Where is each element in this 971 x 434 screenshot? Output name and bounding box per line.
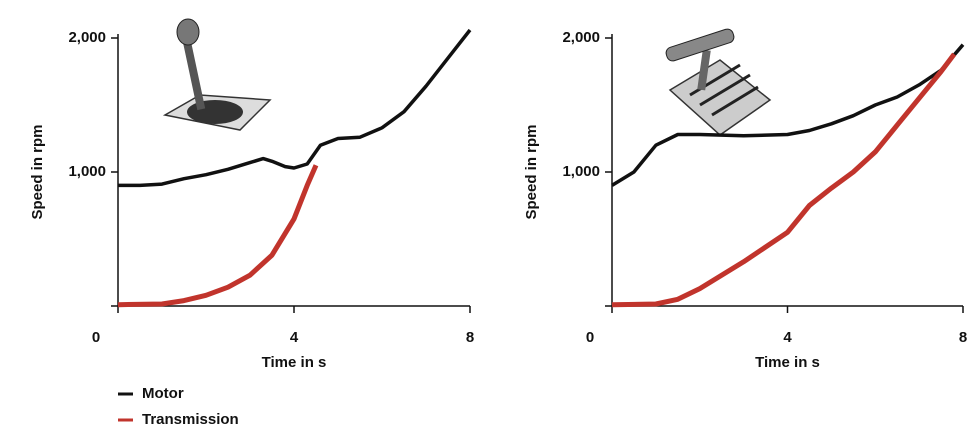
series-line — [611, 52, 957, 308]
x-tick-label: 0 — [92, 329, 100, 346]
y-tick-label: 1,000 — [562, 163, 600, 180]
series-line — [118, 28, 472, 188]
x-tick-label: 4 — [783, 329, 792, 346]
y-axis-label: Speed in rpm — [523, 124, 540, 219]
x-tick-label: 0 — [586, 329, 594, 346]
x-tick-label: 8 — [959, 329, 967, 346]
x-tick-label: 4 — [290, 329, 299, 346]
y-axis-label: Speed in rpm — [29, 124, 46, 219]
series-line — [117, 164, 319, 308]
x-axis-label: Time in s — [755, 354, 820, 371]
legend-label: Transmission — [142, 411, 239, 428]
manual-shifter-icon — [162, 18, 272, 131]
y-tick-label: 2,000 — [68, 29, 106, 46]
automatic-shifter-icon — [665, 28, 772, 136]
y-tick-label: 1,000 — [68, 163, 106, 180]
y-tick-label: 2,000 — [562, 29, 600, 46]
x-tick-label: 8 — [466, 329, 474, 346]
series-line — [611, 43, 965, 187]
x-axis-label: Time in s — [262, 354, 327, 371]
legend-label: Motor — [142, 385, 184, 402]
